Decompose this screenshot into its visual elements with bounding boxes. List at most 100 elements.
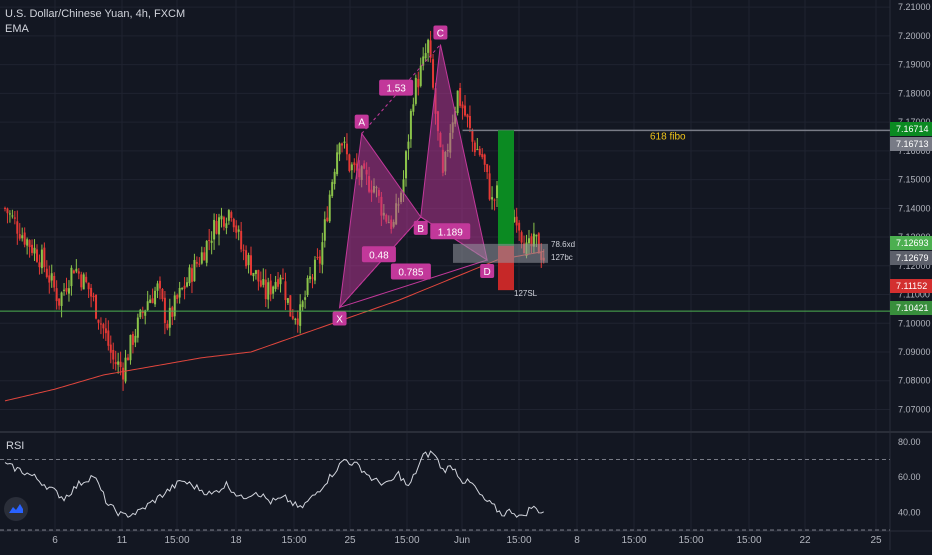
tradingview-logo-icon[interactable]	[4, 497, 28, 521]
candle-body	[267, 282, 270, 300]
rsi-tick-label: 80.00	[898, 437, 921, 447]
candle-body	[291, 316, 294, 319]
candle-body	[515, 216, 518, 226]
candle-body	[417, 79, 420, 88]
price-label-tag	[890, 301, 932, 315]
price-label-value: 7.16714	[896, 124, 929, 134]
candle-body	[264, 279, 267, 300]
price-tick-label: 7.07000	[898, 404, 931, 414]
candle-body	[429, 40, 432, 58]
zone-label: 127SL	[514, 289, 538, 298]
time-tick-label: 15:00	[506, 535, 531, 546]
candle-body	[208, 240, 211, 242]
candle-body	[225, 223, 228, 229]
candle-body	[318, 256, 321, 264]
price-label-tag	[890, 122, 932, 136]
ema-indicator-label[interactable]: EMA	[5, 23, 29, 35]
candle-body	[82, 274, 85, 290]
price-tick-label: 7.08000	[898, 376, 931, 386]
candle-body	[48, 275, 51, 283]
candle-body	[481, 154, 484, 158]
time-tick-label: 15:00	[621, 535, 646, 546]
time-tick-label: 25	[870, 535, 882, 546]
price-tick-label: 7.15000	[898, 175, 931, 185]
candle-body	[476, 149, 479, 151]
candle-body	[99, 323, 102, 325]
candle-body	[203, 252, 206, 261]
candle-body	[45, 268, 48, 277]
candle-body	[21, 235, 24, 239]
candle-body	[102, 324, 105, 329]
time-tick-label: 18	[230, 535, 242, 546]
candle-body	[181, 288, 184, 290]
grid-lines	[0, 0, 890, 530]
pattern-point-label: D	[484, 267, 491, 278]
candle-body	[427, 39, 430, 53]
candle-body	[301, 301, 304, 308]
candle-body	[348, 154, 351, 172]
candle-body	[355, 163, 358, 171]
candle-body	[154, 290, 157, 305]
candle-body	[343, 141, 346, 143]
rsi-pane: 80.00 60.00 40.00	[0, 437, 921, 531]
candle-body	[252, 272, 255, 277]
price-tick-label: 7.11000	[898, 290, 930, 300]
candle-body	[459, 87, 462, 106]
candle-body	[151, 298, 154, 304]
candle-body	[70, 267, 73, 287]
candle-body	[127, 357, 129, 361]
candle-body	[230, 212, 233, 218]
candle-body	[232, 218, 235, 228]
symbol-title[interactable]: U.S. Dollar/Chinese Yuan, 4h, FXCM	[5, 8, 186, 20]
time-tick-label: 15:00	[736, 535, 761, 546]
candle-body	[210, 240, 213, 243]
candle-body	[227, 210, 230, 221]
candle-body	[272, 286, 275, 294]
candle-body	[183, 285, 186, 289]
candle-body	[136, 317, 139, 338]
candle-body	[129, 334, 132, 361]
ratio-badge	[390, 263, 431, 280]
candle-body	[95, 295, 98, 319]
candle-body	[404, 151, 407, 179]
candle-body	[90, 287, 93, 297]
candle-body	[277, 279, 280, 287]
rsi-tick-label: 40.00	[898, 507, 921, 517]
candle-body	[478, 148, 481, 155]
pattern-ratio-line	[339, 259, 488, 308]
candle-body	[242, 249, 245, 251]
pattern-point-badge	[354, 114, 369, 129]
ratio-label: 0.785	[398, 268, 423, 279]
price-label-value: 7.12693	[896, 238, 929, 248]
candle-body	[257, 269, 260, 282]
candle-body	[247, 255, 250, 266]
candle-body	[432, 59, 435, 88]
time-tick-label: Jun	[454, 535, 470, 546]
candle-body	[134, 335, 137, 343]
ema-line	[4, 250, 544, 402]
candle-body	[31, 244, 34, 253]
candle-body	[237, 229, 240, 232]
candle-body	[158, 280, 161, 289]
candle-body	[336, 152, 339, 175]
price-tick-label: 7.09000	[898, 347, 931, 357]
rsi-indicator-label[interactable]: RSI	[6, 440, 25, 452]
candle-body	[338, 143, 341, 155]
candle-body	[422, 56, 425, 66]
candle-body	[235, 225, 238, 233]
candle-body	[530, 236, 533, 247]
candle-body	[520, 232, 523, 243]
price-tick-label: 7.12000	[898, 261, 931, 271]
candle-body	[92, 295, 95, 298]
candle-body	[124, 357, 127, 382]
candle-body	[205, 241, 208, 263]
reversal-zone-box	[453, 243, 548, 263]
price-label-tag	[890, 279, 932, 293]
candle-body	[289, 295, 292, 317]
price-label-value: 7.10421	[896, 303, 929, 313]
price-tick-label: 7.14000	[898, 203, 931, 213]
candle-body	[240, 230, 243, 250]
candle-body	[513, 217, 516, 223]
